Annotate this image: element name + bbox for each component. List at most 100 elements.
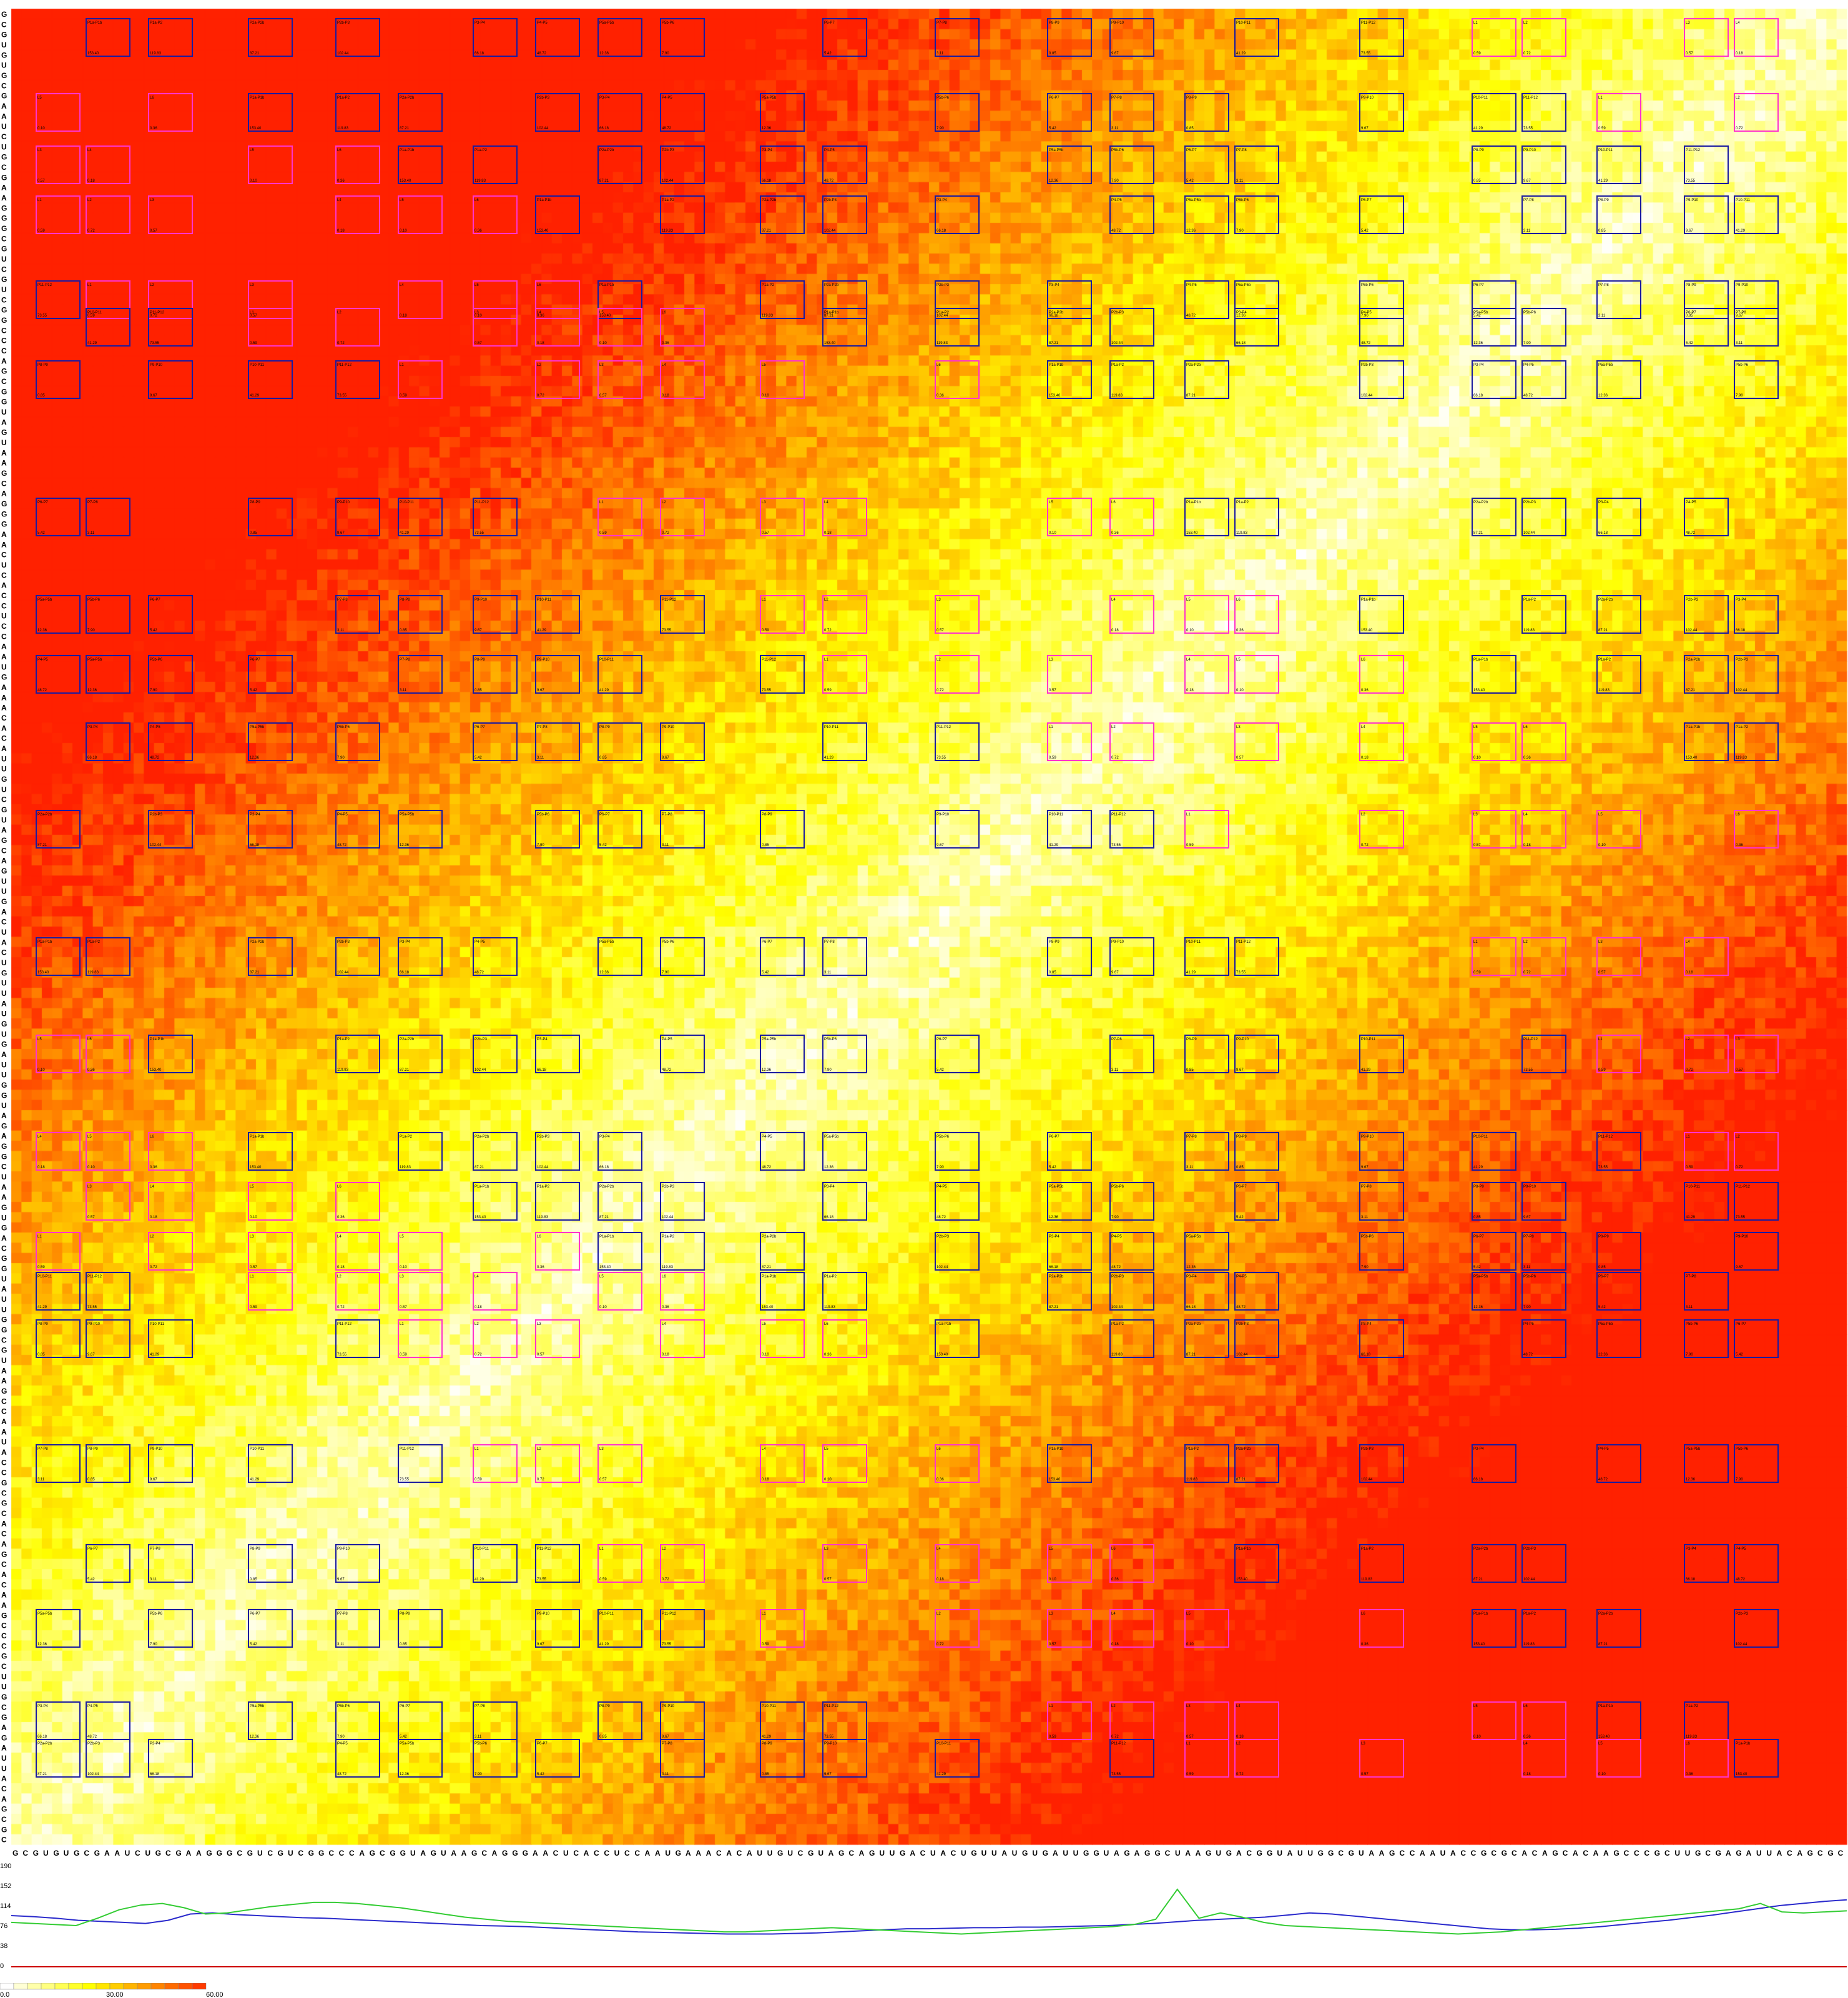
left-seq-letter: U — [1, 815, 7, 824]
box-value: 9.67 — [1523, 1216, 1531, 1219]
box-value: 48.72 — [1111, 229, 1121, 233]
box-label: P2a-P2b — [474, 1135, 489, 1139]
box-rect — [535, 1319, 580, 1358]
bottom-seq-letter: A — [1746, 1849, 1752, 1858]
left-seq-letter: C — [1, 1836, 7, 1844]
box-annotation: L40.18 — [36, 1132, 81, 1171]
box-label: L5 — [762, 363, 766, 367]
box-label: P5a-P5b — [37, 598, 52, 602]
box-value: 5.42 — [37, 531, 45, 535]
left-seq-letter: U — [1, 438, 7, 447]
box-rect — [935, 1544, 980, 1583]
box-annotation: P6-P75.42 — [86, 1544, 130, 1583]
box-value: 0.59 — [762, 1643, 769, 1646]
left-seq-letter: A — [1, 1744, 7, 1753]
box-label: L1 — [37, 199, 42, 202]
box-value: 102.44 — [337, 52, 349, 56]
box-value: 0.57 — [1686, 52, 1693, 56]
left-seq-letter: A — [1, 194, 7, 202]
box-value: 5.42 — [150, 629, 157, 632]
box-value: 9.67 — [537, 689, 544, 692]
box-label: P2a-P2b — [1473, 1547, 1488, 1551]
box-annotation: P6-P75.42 — [1047, 93, 1092, 132]
box-label: L3 — [936, 598, 941, 602]
left-seq-letter: C — [1, 1336, 7, 1344]
box-rect — [1184, 195, 1229, 234]
box-value: 9.67 — [662, 1735, 669, 1739]
box-rect — [36, 1035, 81, 1073]
box-label: L6 — [1736, 813, 1740, 817]
box-value: 102.44 — [1523, 531, 1535, 535]
box-value: 87.21 — [824, 314, 834, 318]
bottom-seq-letter: G — [33, 1849, 39, 1858]
box-label: P9-P10 — [1686, 199, 1699, 202]
box-value: 0.18 — [1111, 1643, 1119, 1646]
bottom-seq-letter: A — [1287, 1849, 1293, 1858]
box-value: 0.36 — [87, 1068, 95, 1072]
box-label: L4 — [537, 311, 541, 315]
left-seq-letter: C — [1, 20, 7, 29]
box-label: L3 — [599, 363, 604, 367]
box-label: P4-P5 — [1523, 1322, 1534, 1326]
box-annotation: L50.10 — [822, 1444, 867, 1483]
box-annotation: P8-P90.85 — [1596, 195, 1641, 234]
box-rect — [398, 595, 443, 634]
left-seq-letter: C — [1, 1407, 7, 1416]
box-annotation: P6-P75.42 — [1596, 1272, 1641, 1311]
legend-swatch — [27, 1983, 42, 1990]
box-value: 0.59 — [1049, 756, 1056, 760]
box-label: L1 — [250, 311, 254, 315]
bottom-seq-letter: G — [400, 1849, 406, 1858]
box-label: L4 — [337, 199, 342, 202]
box-label: P9-P10 — [150, 363, 163, 367]
box-value: 0.57 — [599, 1478, 607, 1482]
box-label: P10-P11 — [1736, 199, 1751, 202]
left-seq-letter: C — [1, 622, 7, 631]
box-label: P7-P8 — [1361, 1185, 1372, 1189]
box-label: P2a-P2b — [1473, 501, 1488, 504]
box-value: 48.72 — [337, 1773, 347, 1776]
box-rect — [660, 1609, 705, 1648]
bottom-seq-letter: G — [175, 1849, 181, 1858]
box-rect — [1472, 18, 1516, 57]
box-annotation: L50.10 — [1472, 722, 1516, 761]
box-annotation: L50.10 — [1184, 1609, 1229, 1648]
box-annotation: P7-P83.11 — [1109, 93, 1154, 132]
bottom-seq-letter: G — [1716, 1849, 1721, 1858]
box-value: 12.36 — [1473, 1306, 1483, 1309]
box-label: P5b-P6 — [662, 940, 675, 944]
box-label: P2b-P3 — [936, 283, 950, 287]
box-value: 153.40 — [37, 971, 49, 975]
left-seq-letter: G — [1, 1121, 7, 1130]
box-label: P9-P10 — [1736, 283, 1749, 287]
box-label: P5b-P6 — [1686, 1322, 1699, 1326]
box-value: 66.18 — [1686, 1578, 1696, 1582]
box-label: P11-P12 — [824, 1705, 839, 1708]
box-label: P2b-P3 — [150, 813, 163, 817]
left-seq-letter: C — [1, 1641, 7, 1650]
box-label: P1a-P2 — [1186, 1447, 1199, 1451]
box-rect — [1734, 1232, 1779, 1271]
box-rect — [760, 595, 805, 634]
bottom-seq-letter: A — [1430, 1849, 1435, 1858]
box-rect — [398, 498, 443, 536]
box-value: 5.42 — [250, 689, 257, 692]
profile-series-line — [11, 1899, 1847, 1935]
box-value: 119.83 — [936, 342, 948, 345]
box-label: P2b-P3 — [662, 149, 675, 152]
box-label: L6 — [337, 1185, 342, 1189]
bottom-seq-letter: G — [206, 1849, 212, 1858]
box-annotation: P8-P90.85 — [760, 810, 805, 849]
box-label: P1a-P2 — [762, 283, 775, 287]
box-label: P5b-P6 — [936, 1135, 950, 1139]
box-label: L6 — [1523, 726, 1528, 729]
bottom-seq-letter: A — [1185, 1849, 1191, 1858]
